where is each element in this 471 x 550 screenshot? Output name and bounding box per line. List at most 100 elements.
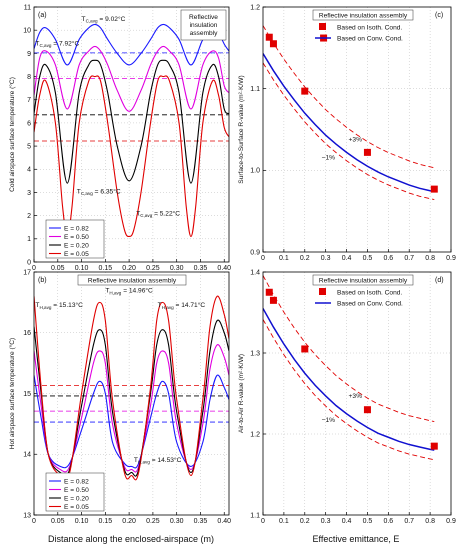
series-line [34,374,229,469]
x-tick-label: 0.6 [383,255,393,262]
axes-frame [262,271,452,516]
legend-label: E = 0.82 [64,478,89,485]
legend-label-fit: Based on Conv. Cond. [337,300,403,307]
x-tick-label: 0.35 [194,265,208,272]
x-tick-label: 0.05 [51,518,65,525]
x-tick-label: 0.9 [446,518,456,525]
data-point [430,442,438,450]
y-tick-label: 16 [23,330,31,337]
data-point [301,345,309,353]
legend-label: E = 0.20 [64,495,89,502]
y-tick-label: 14 [23,452,31,459]
y-axis-label: Cold airspace surface temperature (°C) [8,77,16,192]
x-tick-label: 0.25 [146,518,160,525]
box-label-text: Reflective insulation assembly [319,277,408,284]
legend-box [45,472,105,512]
y-tick-label: 3 [27,190,31,197]
legend-label: E = 0.50 [64,234,89,241]
series-line [34,59,229,184]
x-tick-label: 0.7 [404,518,414,525]
upper-band-line [263,25,435,169]
band-label-plus: +3% [349,136,363,143]
x-tick-label: 0.7 [404,255,414,262]
x-tick-label: 0.8 [425,255,435,262]
x-tick-label: 0.8 [425,518,435,525]
average-annotation: TC,avg = 6.35°C [77,188,121,197]
x-tick-label: 0.4 [342,518,352,525]
axes-frame [262,6,452,253]
box-label-text: Reflective insulation assembly [88,277,177,284]
y-tick-label: 9 [27,51,31,58]
y-tick-label: 10 [23,28,31,35]
y-axis-label: Hot airspace surface temperature (°C) [8,338,16,449]
y-tick-label: 15 [23,391,31,398]
y-axis-label: Surface-to-Surface R-value (m²·K/W) [238,75,245,183]
average-annotation: TH,avg = 14.53°C [134,456,182,465]
x-tick-label: 0.2 [300,255,310,262]
x-tick-label: 0.4 [342,255,352,262]
x-tick-label: 0.40 [217,518,231,525]
x-tick-label: 0.3 [321,518,331,525]
lower-band-line [263,319,435,461]
y-tick-label: 1.1 [250,512,260,519]
data-point [265,33,273,41]
y-tick-label: 1.0 [250,168,260,175]
y-tick-label: 0.9 [250,249,260,256]
axes-frame [33,6,230,263]
y-tick-label: 0 [27,259,31,266]
series-line [34,344,229,473]
band-label-minus: −1% [322,155,336,162]
y-tick-label: 7 [27,97,31,104]
box-label-text: Reflective [189,14,218,21]
x-axis-label-distance: Distance along the enclosed-airspace (m) [48,534,214,544]
upper-band-line [263,275,435,422]
y-tick-label: 1.4 [250,269,260,276]
box-label-text: Reflective insulation assembly [319,12,408,19]
data-point [269,40,277,48]
series-line [34,319,229,477]
y-tick-label: 5 [27,143,31,150]
x-tick-label: 0.25 [146,265,160,272]
data-point [269,296,277,304]
y-tick-label: 1.1 [250,86,260,93]
band-label-minus: −1% [322,417,336,424]
average-annotation: TH,avg = 15.13°C [35,301,83,310]
box-label-text: assembly [190,30,219,37]
panel-label: (d) [435,277,444,284]
series-line [34,45,229,112]
x-tick-label: 0.15 [99,265,113,272]
data-point [363,406,371,414]
panel-label: (b) [38,277,47,284]
plot-area [34,295,229,481]
x-tick-label: 0.2 [300,518,310,525]
average-annotation: TC,avg = 5.22°C [136,210,180,219]
x-tick-label: 0.20 [122,518,136,525]
legend-box [45,219,105,259]
legend-label: E = 0.50 [64,487,89,494]
y-tick-label: 1.3 [250,350,260,357]
legend-swatch-points [319,288,326,295]
band-label-plus: +3% [349,393,363,400]
x-tick-label: 0.10 [75,265,89,272]
legend-label-points: Based on Isoth. Cond. [337,289,402,296]
legend-label: E = 0.20 [64,242,89,249]
x-tick-label: 0.3 [321,255,331,262]
x-tick-label: 0.5 [363,255,373,262]
plot-area [263,275,438,461]
average-annotation: TC,avg = 7.92°C [35,39,79,48]
panel-label: (c) [435,12,443,19]
legend-label: E = 0.05 [64,251,89,258]
box-label-frame [77,274,187,286]
panel-d-air-r-value: 0 0.1 0.2 0.3 0.4 0.5 0.6 0.7 0.8 0.9 1.1 1.2 1.3 1.4… [238,269,456,525]
y-tick-label: 1.2 [250,4,260,11]
y-tick-label: 1 [27,236,31,243]
fit-curve [263,53,435,193]
x-tick-label: 0.5 [363,518,373,525]
data-point [301,87,309,95]
x-tick-label: 0 [32,518,36,525]
x-tick-label: 0.6 [383,518,393,525]
data-point [430,185,438,193]
x-tick-label: 0.10 [75,518,89,525]
average-annotation: TH,avg = 14.71°C [158,301,206,310]
